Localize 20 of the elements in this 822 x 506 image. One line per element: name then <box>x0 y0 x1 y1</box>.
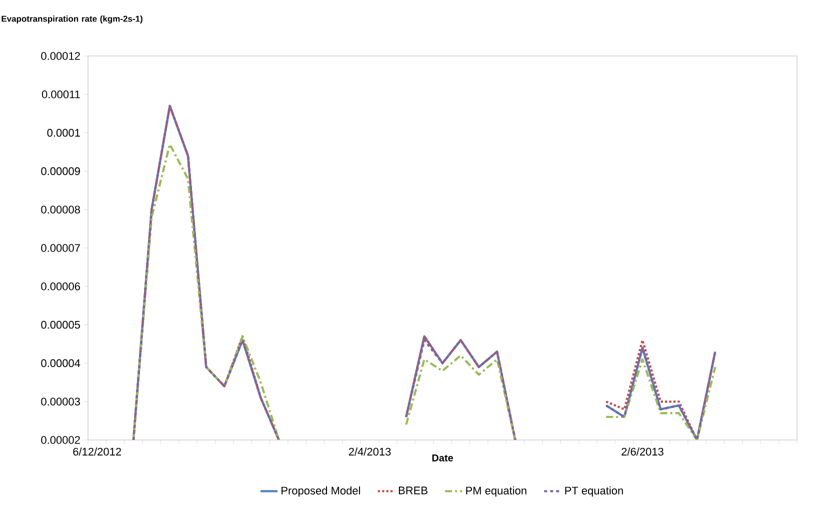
y-tick-label: 0.00006 <box>41 282 80 290</box>
y-tick-label: 0.00003 <box>41 398 80 406</box>
y-tick-label: 0.00011 <box>42 90 80 98</box>
legend-label: PM equation <box>466 486 526 497</box>
y-tick-label: 0.00009 <box>41 167 80 176</box>
x-axis-title: Date <box>432 454 453 462</box>
y-tick-label: 0.00007 <box>41 244 80 252</box>
y-tick-label: 0.00008 <box>41 206 80 214</box>
y-axis-title: Evapotranspiration rate (kgm-2s-1) <box>2 16 142 24</box>
y-tick-label: 0.00012 <box>41 52 80 60</box>
legend-label: BREB <box>398 486 428 494</box>
y-tick-label: 0.00004 <box>41 359 80 368</box>
x-tick-label: 2/6/2013 <box>622 448 664 456</box>
x-tick-label: 6/12/2012 <box>73 448 122 456</box>
x-tick-label: 2/4/2013 <box>348 448 391 456</box>
y-tick-label: 0.00005 <box>41 320 80 329</box>
y-tick-label: 0.0001 <box>47 128 80 137</box>
y-tick-label: 0.00002 <box>41 436 80 444</box>
legend-label: PT equation <box>565 486 623 497</box>
legend-label: Proposed Model <box>282 486 360 497</box>
